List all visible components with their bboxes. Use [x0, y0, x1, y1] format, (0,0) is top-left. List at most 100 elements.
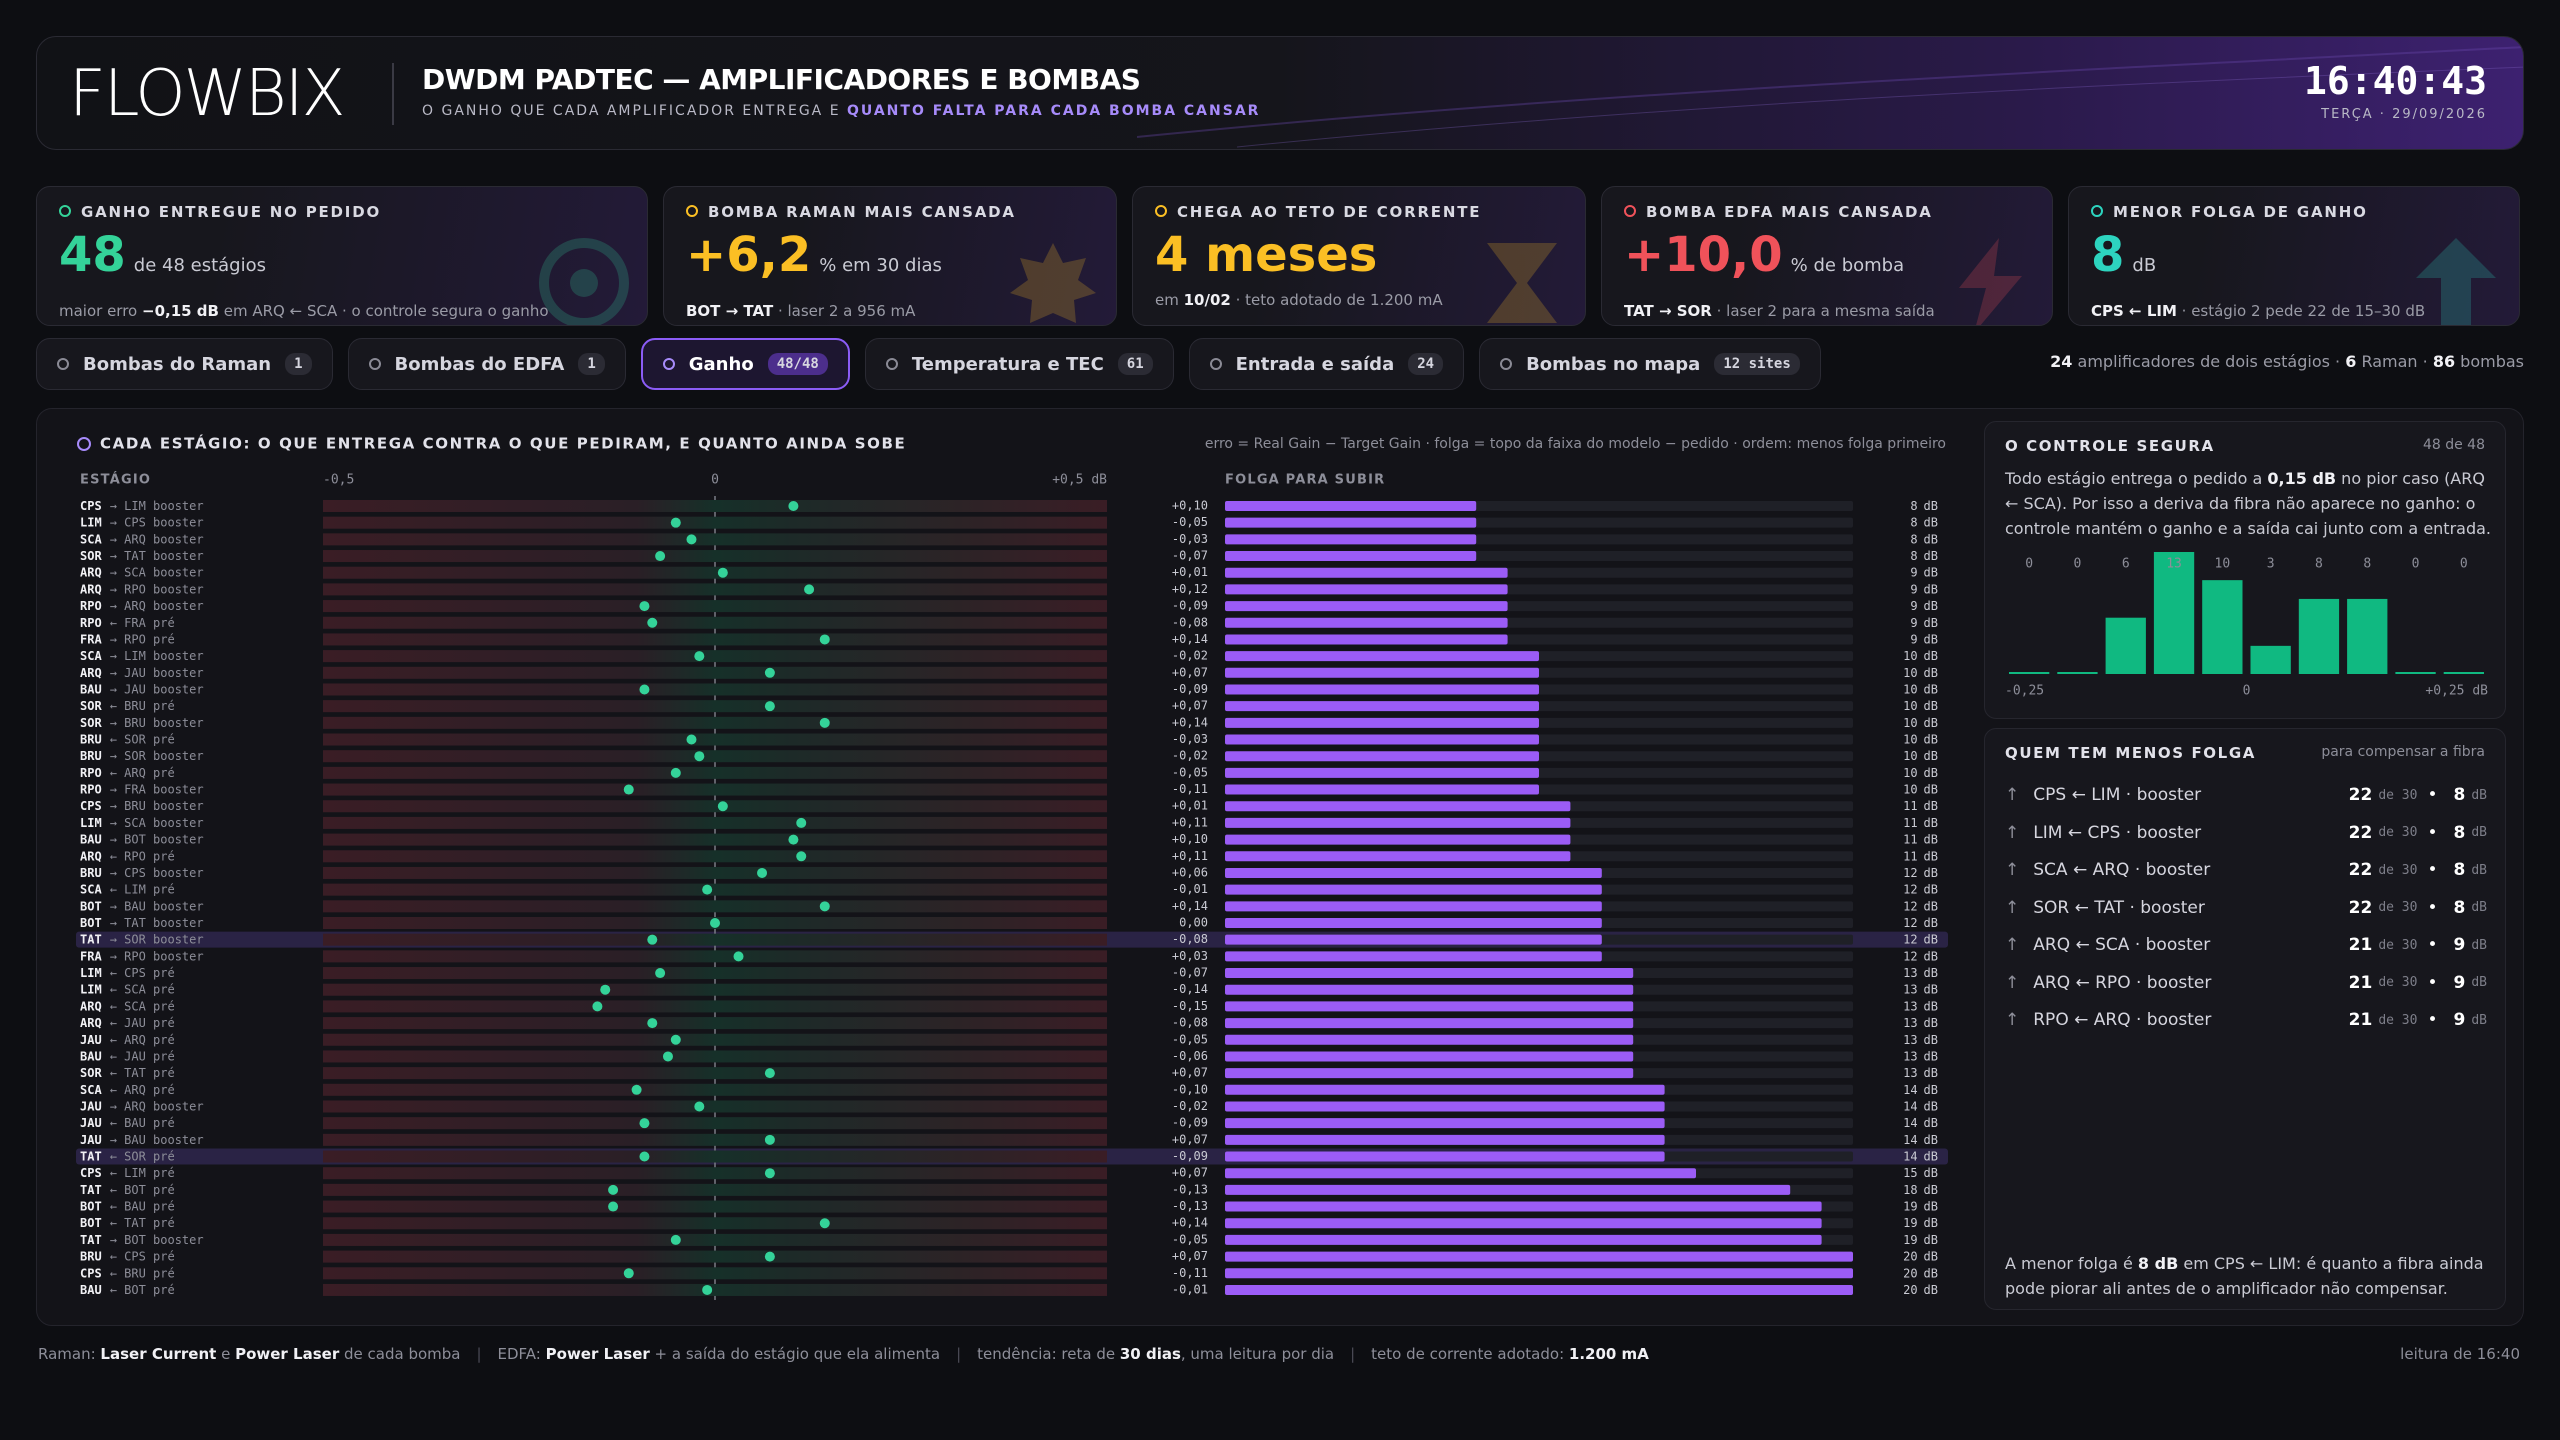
error-dot [788, 834, 799, 845]
folga-value: 10 [1903, 782, 1917, 796]
folga-value: 13 [1903, 999, 1917, 1013]
bold-text: 8 dB [2137, 1254, 2179, 1273]
stage-label: SOR ← TAT pré [80, 1066, 175, 1080]
stage-site: LIM [80, 515, 102, 529]
error-dot [819, 634, 830, 645]
folga-unit: dB [1924, 532, 1938, 546]
list-arrow: ↑ [2005, 822, 2020, 843]
tab[interactable]: Bombas do Raman 1 [36, 338, 333, 390]
stage-site: BOT [80, 1199, 102, 1213]
stage-label: CPS → LIM booster [80, 499, 204, 513]
error-track [323, 1067, 1107, 1080]
list-item: ↑ LIM ← CPS · booster 22 de 30 • 8 dB [2005, 818, 2487, 848]
error-dot [631, 1084, 642, 1095]
tab[interactable]: Bombas do EDFA 1 [347, 338, 626, 390]
error-label: +0,07 [1172, 1166, 1208, 1180]
kpi-label-text: BOMBA RAMAN MAIS CANSADA [708, 203, 1016, 221]
stage-label: BOT → BAU booster [80, 899, 204, 913]
stage-site: RPO [80, 765, 102, 779]
stage-site: SCA [80, 649, 102, 663]
bold-text: −0,15 dB [142, 302, 219, 320]
text: teto de corrente adotado: [1371, 1345, 1569, 1363]
folga-bar [1225, 617, 1508, 628]
tab[interactable]: Temperatura e TEC 61 [864, 338, 1174, 390]
text: amplificadores de dois estágios · [2072, 352, 2346, 371]
list-item: ↑ SOR ← TAT · booster 22 de 30 • 8 dB [2005, 893, 2487, 923]
tab[interactable]: Entrada e saída 24 [1188, 338, 1465, 390]
stage-site: BAU [80, 1049, 102, 1063]
folga-label: 12 dB [1903, 865, 1938, 879]
error-track [323, 633, 1107, 646]
stage-label: SCA → LIM booster [80, 649, 204, 663]
text: Raman · [2356, 352, 2433, 371]
folga-unit: dB [1924, 899, 1938, 913]
folga-unit: dB [1924, 1199, 1938, 1213]
stage-site: SOR [80, 549, 102, 563]
card-aside: para compensar a fibra [2321, 744, 2485, 760]
folga-unit: dB [1924, 565, 1938, 579]
error-dot [670, 517, 681, 528]
bold-text: Laser Current [100, 1345, 217, 1363]
kpi-dot [1155, 205, 1167, 217]
count-label: 8 [2315, 557, 2323, 572]
item-name: ARQ ← RPO · booster [2033, 972, 2212, 993]
item-folga: 9 [2453, 1010, 2466, 1030]
error-label: +0,11 [1172, 815, 1208, 829]
tab[interactable]: Ganho 48/48 [640, 338, 850, 390]
folga-bar [1225, 651, 1539, 662]
error-track [323, 967, 1107, 980]
kpi-dot [1624, 205, 1636, 217]
error-track [323, 816, 1107, 829]
error-track [323, 950, 1107, 963]
error-track [323, 933, 1107, 946]
folga-value: 18 [1903, 1182, 1917, 1196]
bold-text: 0,15 dB [2267, 469, 2337, 488]
error-track [323, 866, 1107, 879]
error-dot [670, 1034, 681, 1045]
error-dot [804, 584, 815, 595]
stage-label: BAU → BOT booster [80, 832, 204, 846]
error-track [323, 1033, 1107, 1046]
stage-link: → SOR booster [110, 749, 204, 763]
folga-value: 12 [1903, 916, 1917, 930]
error-label: -0,08 [1172, 932, 1208, 946]
stage-label: ARQ → JAU booster [80, 665, 204, 679]
tab-icon [1500, 358, 1513, 370]
item-ask: 21 [2348, 1010, 2373, 1030]
item-of: de 30 [2378, 937, 2418, 953]
tab-label: Bombas no mapa [1526, 353, 1701, 375]
tab[interactable]: Bombas no mapa 12 sites [1479, 338, 1821, 390]
folga-label: 19 dB [1903, 1199, 1938, 1213]
kpi-dot [686, 205, 698, 217]
stage-link: ← SOR pré [110, 1149, 175, 1163]
error-label: 0,00 [1179, 916, 1208, 930]
folga-bar [1225, 1084, 1665, 1095]
stage-site: ARQ [80, 849, 102, 863]
kpi-value: 4 meses [1155, 229, 1563, 281]
folga-value: 10 [1903, 682, 1917, 696]
folga-unit: dB [1924, 932, 1938, 946]
folga-value: 13 [1903, 982, 1917, 996]
error-track [323, 1133, 1107, 1146]
error-label: +0,07 [1172, 1132, 1208, 1146]
histogram-bar [2347, 598, 2388, 674]
folga-label: 9 dB [1910, 632, 1938, 646]
error-label: -0,03 [1172, 532, 1208, 546]
error-dot [796, 851, 807, 862]
error-label: +0,01 [1172, 565, 1208, 579]
error-label: -0,09 [1172, 682, 1208, 696]
folga-label: 10 dB [1903, 749, 1938, 763]
folga-value: 9 [1910, 615, 1917, 629]
error-label: -0,13 [1172, 1199, 1208, 1213]
tab-icon [57, 358, 69, 370]
kpi-label-text: BOMBA EDFA MAIS CANSADA [1646, 203, 1933, 221]
error-track [323, 666, 1107, 679]
stage-site: RPO [80, 615, 102, 629]
stage-link: → BAU booster [110, 899, 204, 913]
item-ask: 22 [2348, 897, 2373, 918]
error-track [323, 1167, 1107, 1180]
stage-link: ← BAU pré [110, 1199, 175, 1213]
stage-site: SCA [80, 882, 102, 896]
count-label: 13 [2166, 557, 2182, 572]
folga-label: 11 dB [1903, 832, 1938, 846]
